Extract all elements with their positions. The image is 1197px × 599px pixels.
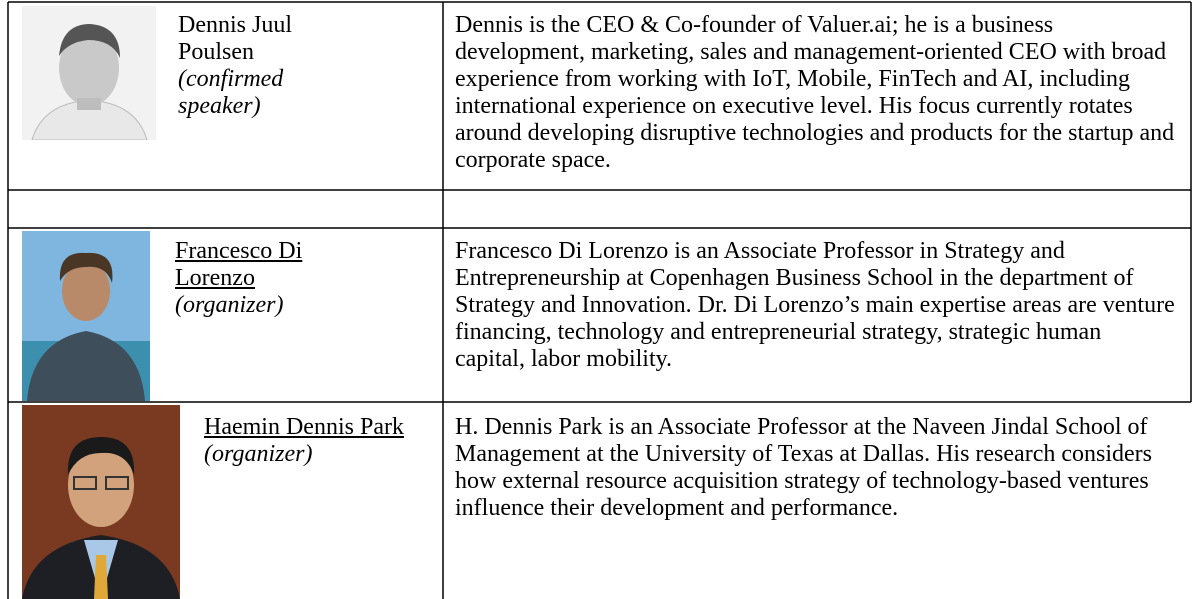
name-cell: Dennis Juul Poulsen (confirmed speaker): [178, 12, 348, 120]
person-name: Dennis Juul Poulsen: [178, 12, 292, 65]
portrait-photo: [22, 231, 150, 401]
portrait-photo: [22, 6, 156, 140]
person-role: (confirmed speaker): [178, 66, 284, 119]
person-name[interactable]: Haemin Dennis Park: [204, 414, 404, 440]
person-name[interactable]: Francesco Di Lorenzo: [175, 238, 303, 291]
person-role: (organizer): [175, 292, 284, 318]
portrait-photo: [22, 405, 180, 599]
name-cell: Francesco Di Lorenzo (organizer): [175, 238, 350, 319]
bio-cell: H. Dennis Park is an Associate Professor…: [455, 414, 1152, 521]
bio-cell: Francesco Di Lorenzo is an Associate Pro…: [455, 238, 1175, 372]
bio-cell: Dennis is the CEO & Co-founder of Valuer…: [455, 12, 1175, 173]
person-role: (organizer): [204, 441, 313, 467]
name-cell: Haemin Dennis Park (organizer): [204, 414, 404, 468]
